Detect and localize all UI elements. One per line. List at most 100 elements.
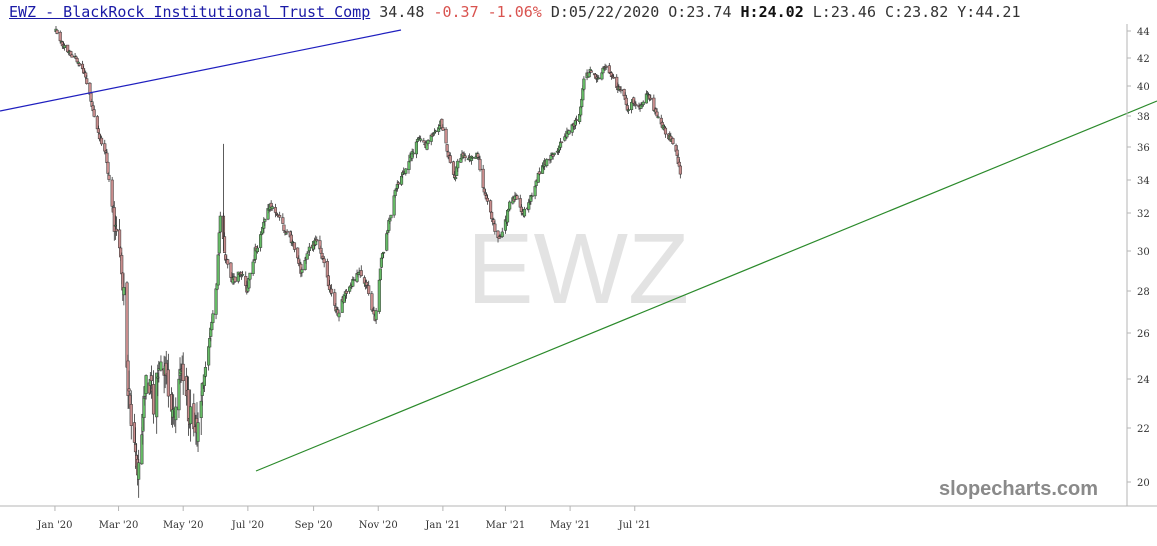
candle-down bbox=[226, 259, 230, 265]
candle-down bbox=[77, 63, 81, 66]
candle-up bbox=[392, 195, 396, 216]
candle-down bbox=[655, 111, 659, 117]
y-tick-label: 44 bbox=[1137, 27, 1150, 38]
candle-up bbox=[379, 257, 383, 268]
y-tick-label: 34 bbox=[1137, 176, 1150, 187]
candle-down bbox=[359, 270, 363, 276]
candle-down bbox=[70, 54, 74, 58]
candle-up bbox=[381, 251, 386, 254]
candle-down bbox=[497, 236, 501, 239]
candle-down bbox=[612, 76, 616, 79]
candle-down bbox=[58, 31, 62, 42]
y-tick-label: 40 bbox=[1137, 82, 1150, 93]
candle-up bbox=[207, 346, 211, 366]
candle-down bbox=[485, 197, 489, 202]
x-tick-label: Jul '20 bbox=[231, 520, 264, 531]
candle-up bbox=[259, 234, 263, 248]
candle-down bbox=[96, 128, 100, 133]
candle-down bbox=[296, 247, 300, 259]
close-label: C: bbox=[885, 3, 904, 21]
y-tick-label: 42 bbox=[1137, 54, 1150, 65]
candle-up bbox=[203, 367, 208, 377]
candle-up bbox=[305, 253, 309, 260]
candle-up bbox=[196, 422, 200, 442]
candle-down bbox=[274, 212, 279, 215]
candle-down bbox=[120, 255, 124, 275]
candle-up bbox=[601, 67, 605, 74]
candle-up bbox=[500, 231, 504, 237]
candle-down bbox=[322, 258, 326, 264]
candle-down bbox=[663, 127, 668, 135]
trendline-green bbox=[255, 100, 1157, 472]
candle-down bbox=[110, 179, 114, 207]
candle-down bbox=[478, 159, 482, 171]
symbol-title-link[interactable]: EWZ - BlackRock Institutional Trust Comp bbox=[9, 3, 371, 21]
candle-up bbox=[217, 232, 221, 254]
candle-down bbox=[285, 230, 289, 233]
candle-down bbox=[634, 104, 638, 106]
x-tick-label: Jul '21 bbox=[618, 520, 651, 531]
y-tick-label: 28 bbox=[1137, 287, 1150, 298]
candle-up bbox=[214, 288, 218, 315]
candle-up bbox=[540, 165, 545, 174]
candle-down bbox=[114, 228, 118, 232]
candle-up bbox=[352, 279, 356, 281]
candle-up bbox=[506, 210, 510, 223]
trendline-blue bbox=[0, 29, 402, 112]
x-tick-label: May '20 bbox=[163, 520, 204, 531]
candle-down bbox=[330, 288, 334, 294]
candle-down bbox=[619, 89, 623, 92]
price-change: -0.37 bbox=[433, 3, 479, 21]
candle-up bbox=[199, 400, 203, 418]
x-tick-label: Mar '20 bbox=[99, 520, 139, 531]
candle-up bbox=[474, 156, 478, 159]
candle-up bbox=[284, 232, 288, 235]
candle-up bbox=[241, 274, 245, 276]
y-tick-label: 30 bbox=[1137, 247, 1150, 258]
x-tick-label: Nov '20 bbox=[359, 520, 398, 531]
low-label: L: bbox=[812, 3, 831, 21]
candle-down bbox=[490, 211, 494, 220]
y-tick-label: 32 bbox=[1137, 209, 1150, 220]
y-label: Y: bbox=[957, 3, 976, 21]
candle-up bbox=[530, 195, 534, 198]
candle-up bbox=[374, 310, 378, 320]
candle-up bbox=[211, 313, 215, 323]
y-axis-ticks: 20 22 24 26 28 30 32 34 36 38 40 42 44 bbox=[1127, 27, 1150, 489]
candle-down bbox=[448, 155, 452, 163]
candle-down bbox=[151, 384, 156, 415]
candle-down bbox=[281, 217, 285, 224]
candle-up bbox=[208, 338, 212, 348]
x-tick-label: Mar '21 bbox=[486, 520, 526, 531]
open-value: 23.74 bbox=[686, 3, 732, 21]
candle-up bbox=[545, 159, 549, 166]
open-label: O: bbox=[668, 3, 687, 21]
y-tick-label: 24 bbox=[1137, 375, 1150, 386]
candle-down bbox=[607, 65, 611, 74]
candle-up bbox=[503, 219, 507, 231]
candle-down bbox=[604, 66, 608, 68]
candle-down bbox=[422, 140, 426, 143]
candle-up bbox=[454, 177, 458, 180]
price-change-percent: -1.06% bbox=[487, 3, 542, 21]
candle-up bbox=[414, 141, 418, 155]
candle-up bbox=[527, 202, 531, 210]
candle-down bbox=[333, 292, 337, 306]
candle-down bbox=[273, 207, 277, 213]
candle-up bbox=[270, 206, 274, 210]
candle-up bbox=[266, 208, 270, 220]
x-tick-label: Jan '21 bbox=[424, 520, 460, 531]
candle-up bbox=[471, 157, 475, 159]
candle-up bbox=[122, 287, 126, 296]
watermark-symbol: EWZ bbox=[467, 213, 689, 325]
candle-up bbox=[411, 152, 415, 155]
candle-down bbox=[315, 239, 319, 242]
candle-up bbox=[552, 152, 556, 155]
candle-down bbox=[396, 182, 400, 185]
y-value: 44.21 bbox=[975, 3, 1021, 21]
candle-up bbox=[522, 208, 527, 217]
candle-up bbox=[251, 261, 255, 274]
candle-down bbox=[481, 168, 485, 188]
candle-up bbox=[142, 397, 146, 418]
